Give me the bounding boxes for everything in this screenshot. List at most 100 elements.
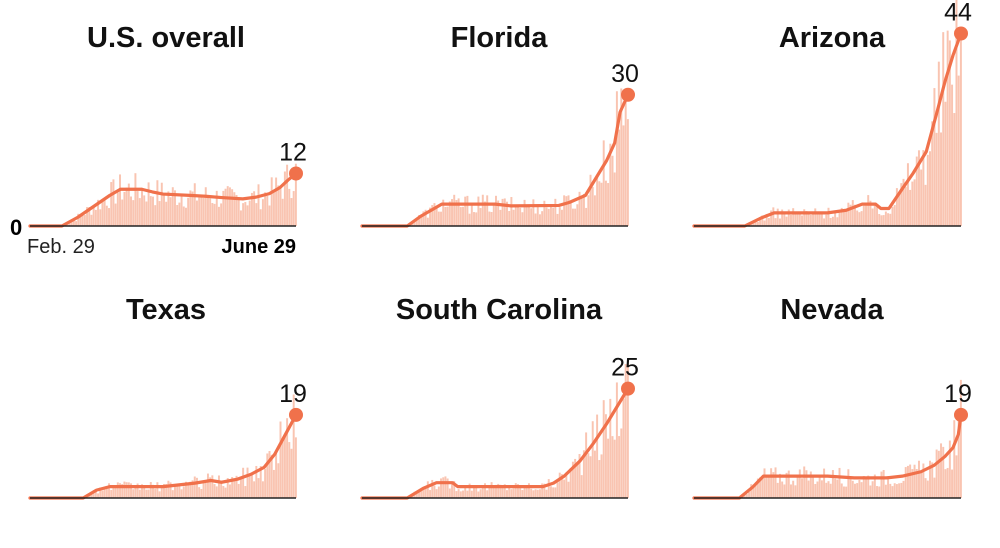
daily-bar xyxy=(525,206,528,226)
daily-bar xyxy=(184,481,187,498)
end-dot xyxy=(289,407,303,422)
daily-bar xyxy=(261,481,264,498)
daily-bar xyxy=(462,490,464,498)
daily-bar xyxy=(812,212,815,226)
daily-bar xyxy=(787,209,790,226)
daily-bar xyxy=(281,439,284,498)
daily-bar xyxy=(90,214,93,226)
daily-bar xyxy=(604,414,607,498)
daily-bar xyxy=(277,463,280,498)
daily-bar xyxy=(803,466,806,498)
daily-bar xyxy=(429,490,432,498)
daily-bar xyxy=(582,450,585,498)
daily-bar xyxy=(842,210,845,226)
daily-bar xyxy=(228,484,231,498)
daily-bar xyxy=(167,191,170,226)
daily-bar xyxy=(604,180,607,226)
panel-title: Florida xyxy=(451,22,549,54)
daily-bar xyxy=(759,477,762,498)
daily-bar xyxy=(176,205,179,226)
daily-bar xyxy=(163,194,165,226)
daily-bar xyxy=(231,189,234,226)
daily-bar xyxy=(130,483,132,498)
daily-bar xyxy=(794,485,797,498)
daily-bar xyxy=(620,88,623,227)
daily-bar xyxy=(607,183,610,226)
daily-bar xyxy=(552,207,555,226)
daily-bar xyxy=(125,187,128,226)
daily-bar xyxy=(521,212,524,226)
daily-bar xyxy=(473,487,475,498)
daily-bar xyxy=(88,207,91,226)
daily-bar xyxy=(290,198,293,226)
daily-bar xyxy=(242,203,245,226)
daily-bar xyxy=(187,197,190,226)
daily-bar xyxy=(867,475,870,498)
daily-bar xyxy=(94,209,97,226)
daily-bar xyxy=(475,212,478,226)
daily-bar xyxy=(220,203,223,226)
daily-bar xyxy=(275,177,278,226)
daily-bar xyxy=(790,214,792,226)
average-line xyxy=(692,413,963,500)
daily-bar xyxy=(556,482,559,498)
daily-bar xyxy=(913,464,916,498)
daily-bar xyxy=(506,201,508,226)
daily-bar xyxy=(593,450,596,498)
daily-bar xyxy=(178,202,181,226)
daily-bar xyxy=(165,201,168,226)
daily-bar xyxy=(876,486,879,498)
daily-bar xyxy=(213,484,216,498)
daily-bar xyxy=(838,212,841,226)
daily-bar xyxy=(81,214,84,226)
daily-bar xyxy=(587,195,590,226)
daily-bar xyxy=(880,471,883,498)
daily-bar xyxy=(761,215,764,226)
daily-bar xyxy=(865,205,867,226)
daily-bar xyxy=(543,483,546,498)
daily-bar xyxy=(272,469,275,498)
daily-bar xyxy=(569,201,572,226)
daily-bar xyxy=(525,487,528,498)
daily-bar xyxy=(935,449,938,498)
daily-bar xyxy=(851,200,854,226)
daily-bar xyxy=(856,210,859,226)
daily-bar xyxy=(900,183,903,226)
daily-bar xyxy=(904,467,907,498)
daily-bar xyxy=(424,487,427,498)
daily-bar xyxy=(847,202,850,226)
daily-bar xyxy=(459,207,462,226)
daily-bar xyxy=(829,483,832,498)
daily-bar xyxy=(448,488,451,498)
daily-bar xyxy=(453,481,456,498)
daily-bar xyxy=(514,483,517,498)
daily-bar xyxy=(250,473,253,498)
daily-bar xyxy=(442,199,445,226)
daily-bar xyxy=(180,196,183,226)
daily-bar xyxy=(165,484,168,498)
daily-bar xyxy=(281,198,284,226)
daily-bar xyxy=(235,475,238,498)
daily-bar xyxy=(748,491,751,498)
daily-bar xyxy=(860,211,863,226)
daily-bar xyxy=(130,196,132,226)
daily-bar xyxy=(576,204,579,226)
daily-bar xyxy=(558,472,561,498)
daily-bar xyxy=(484,201,486,226)
daily-bar xyxy=(112,179,115,226)
daily-bar xyxy=(413,220,416,226)
daily-bar xyxy=(549,206,552,226)
daily-bar xyxy=(516,205,519,226)
daily-bar xyxy=(900,482,903,498)
end-value-label: 25 xyxy=(611,354,639,382)
daily-bar xyxy=(424,209,427,226)
daily-bar xyxy=(609,143,612,226)
daily-bar xyxy=(149,196,152,226)
daily-bar xyxy=(152,484,154,498)
daily-bar xyxy=(292,191,295,226)
daily-bar xyxy=(512,209,515,226)
daily-bar xyxy=(598,181,601,226)
daily-bar xyxy=(99,209,102,226)
daily-bar xyxy=(840,207,843,226)
daily-bar xyxy=(798,211,801,226)
